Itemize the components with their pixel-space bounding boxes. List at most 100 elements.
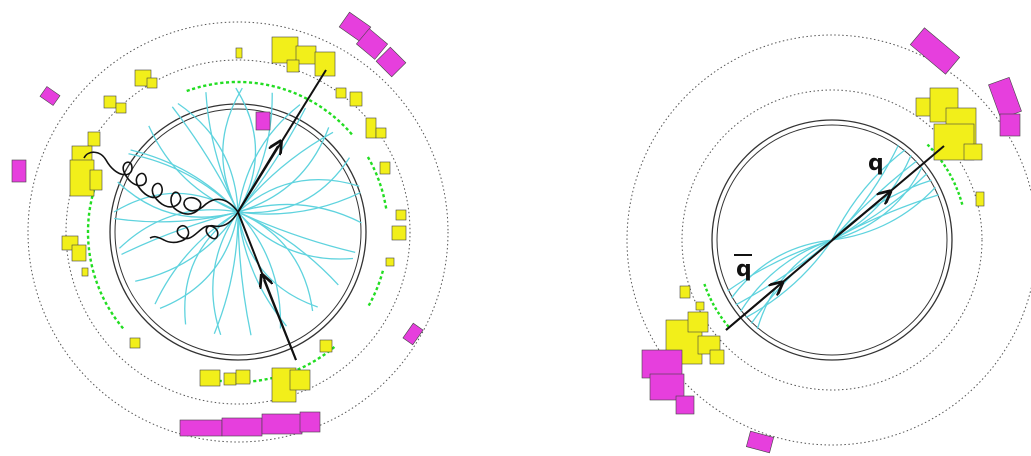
track	[237, 131, 334, 213]
track	[237, 211, 354, 260]
hit	[113, 316, 117, 320]
hit	[725, 323, 730, 328]
quark-arrow	[831, 195, 886, 241]
hit	[318, 104, 323, 109]
track	[154, 211, 239, 305]
track	[135, 211, 239, 282]
hit	[260, 82, 264, 86]
track	[831, 194, 939, 241]
hit	[287, 89, 292, 93]
track	[237, 203, 362, 224]
hit	[99, 291, 103, 295]
hit	[104, 301, 108, 306]
parton-axis	[725, 145, 945, 331]
hit	[378, 182, 382, 187]
hit	[197, 85, 202, 89]
ecal-deposits	[61, 36, 407, 403]
hit	[312, 359, 317, 363]
hit	[345, 126, 349, 131]
hit	[307, 362, 312, 366]
hit	[208, 83, 213, 87]
hit	[298, 93, 303, 98]
hit	[101, 296, 106, 301]
hit	[719, 315, 724, 320]
charged-tracks	[727, 144, 939, 330]
hit	[89, 201, 93, 205]
hit	[376, 177, 381, 182]
track	[237, 104, 301, 213]
hit	[327, 111, 332, 116]
track	[184, 211, 239, 325]
track	[831, 160, 918, 241]
hit	[380, 270, 385, 275]
hit	[383, 199, 387, 204]
hit	[375, 286, 379, 291]
hit	[707, 293, 711, 297]
track	[235, 87, 257, 213]
hit	[348, 131, 353, 136]
track	[745, 239, 833, 319]
hit	[308, 99, 313, 103]
track	[756, 239, 833, 330]
inner-calorimeter-ring	[65, 59, 411, 405]
hit	[332, 115, 337, 120]
hit	[276, 86, 281, 90]
hit	[265, 83, 270, 87]
hit	[384, 205, 388, 209]
hit	[202, 84, 207, 88]
track	[831, 166, 923, 241]
hit	[297, 367, 301, 371]
track	[148, 125, 239, 213]
tracker-boundary-inner	[114, 108, 362, 356]
track	[212, 211, 239, 336]
track	[727, 239, 833, 292]
hit	[960, 201, 964, 205]
hit	[722, 319, 727, 324]
hit	[313, 101, 318, 106]
hit	[369, 161, 374, 166]
track	[237, 211, 314, 312]
hit	[95, 280, 99, 285]
hit	[957, 191, 961, 196]
hit	[379, 276, 383, 280]
hit	[366, 156, 371, 161]
parton-arrows	[237, 69, 327, 361]
hit	[716, 311, 721, 315]
hit	[367, 302, 372, 307]
hit	[302, 364, 307, 369]
hit	[372, 292, 377, 296]
track	[177, 102, 239, 213]
hit	[711, 302, 715, 306]
hit	[930, 147, 934, 152]
hit	[97, 285, 101, 290]
hit	[380, 188, 384, 193]
quark-arrow	[237, 146, 278, 213]
left-event-display	[11, 11, 449, 443]
track	[118, 209, 239, 249]
hit	[336, 118, 341, 123]
hit	[382, 193, 386, 198]
hit	[331, 345, 336, 350]
hit	[91, 269, 95, 274]
hit	[958, 196, 962, 200]
track	[222, 87, 243, 213]
track	[831, 186, 936, 241]
hit	[271, 84, 276, 88]
inner-calorimeter-ring	[681, 89, 983, 391]
track	[237, 179, 360, 213]
antiquark-arrow	[264, 280, 297, 361]
outer-calorimeter-ring	[27, 21, 449, 443]
antiquark-arrow	[725, 286, 778, 331]
hit	[704, 288, 709, 292]
hit	[191, 87, 196, 91]
hit	[703, 283, 707, 287]
hit	[120, 325, 125, 330]
hcal-deposits	[11, 11, 424, 437]
hit	[953, 182, 957, 186]
hit-markers	[703, 143, 964, 328]
hit	[116, 320, 121, 325]
hit	[374, 171, 379, 176]
hit	[322, 353, 326, 357]
ecal-deposits	[665, 87, 985, 365]
